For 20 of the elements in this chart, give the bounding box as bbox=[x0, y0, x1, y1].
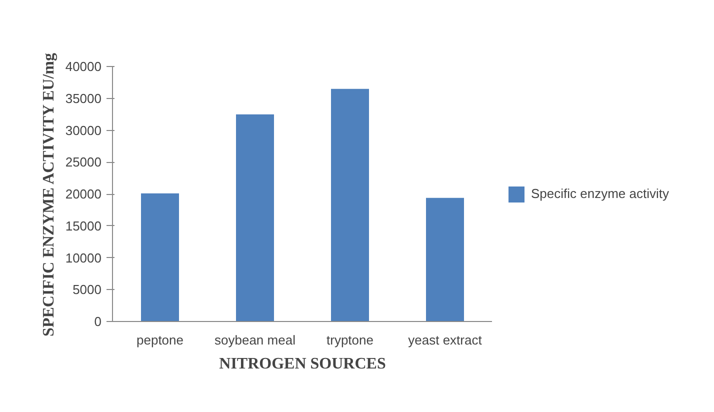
bar bbox=[236, 114, 274, 322]
bar bbox=[426, 198, 464, 322]
bar bbox=[331, 88, 369, 322]
y-tick-label: 5000 bbox=[72, 282, 102, 298]
x-tick-label: tryptone bbox=[326, 332, 374, 348]
y-axis-title: SPECIFIC ENZYME ACTIVITY EU/mg bbox=[40, 53, 58, 336]
bar bbox=[141, 193, 179, 322]
x-tick-label: soybean meal bbox=[214, 332, 296, 348]
y-tick-label: 20000 bbox=[65, 186, 102, 202]
y-tick-label: 25000 bbox=[65, 154, 102, 170]
y-tick-label: 40000 bbox=[65, 59, 102, 74]
y-tick-label: 10000 bbox=[65, 250, 102, 266]
y-tick-label: 30000 bbox=[65, 122, 102, 138]
x-axis-title: NITROGEN SOURCES bbox=[219, 356, 386, 372]
legend-label: Specific enzyme activity bbox=[531, 186, 669, 201]
x-tick-label: yeast extract bbox=[408, 332, 482, 348]
x-tick-label: peptone bbox=[136, 332, 184, 348]
y-tick-label: 15000 bbox=[65, 218, 102, 234]
y-tick-label: 35000 bbox=[65, 90, 102, 106]
y-tick-label: 0 bbox=[94, 314, 102, 329]
